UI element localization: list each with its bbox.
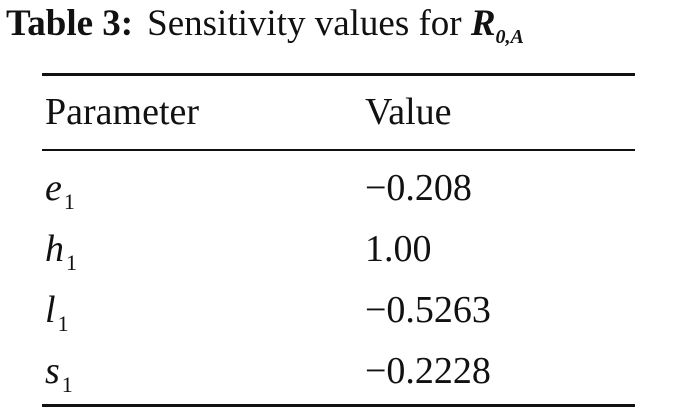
header-cell: Parameter <box>45 91 200 133</box>
parameter-cell: h1 <box>45 227 77 276</box>
parameter-cell: s1 <box>45 349 73 398</box>
parameter-symbol: s <box>45 350 60 392</box>
parameter-symbol: e <box>45 167 62 209</box>
parameter-cell: l1 <box>45 288 69 337</box>
header-cell: Value <box>365 91 452 133</box>
value-cell: 1.00 <box>365 228 432 270</box>
parameter-symbol: h <box>45 228 64 270</box>
parameter-sub: 1 <box>66 250 77 275</box>
value-cell: −0.208 <box>365 167 472 209</box>
parameter-cell: e1 <box>45 166 75 215</box>
table-caption: Table 3: Sensitivity values for R0,A <box>6 2 524 51</box>
mid-rule <box>42 149 635 151</box>
caption-text: Sensitivity values for <box>147 3 462 44</box>
parameter-symbol: l <box>45 289 56 331</box>
value-cell: −0.2228 <box>365 350 491 392</box>
top-rule <box>42 73 635 76</box>
value-cell: −0.5263 <box>365 289 491 331</box>
bottom-rule <box>42 404 635 407</box>
caption-symbol: R <box>470 3 496 44</box>
caption-symbol-sub: 0,A <box>495 26 524 48</box>
caption-label: Table 3: <box>6 3 134 44</box>
parameter-sub: 1 <box>63 189 75 214</box>
parameter-sub: 1 <box>57 311 69 336</box>
parameter-sub: 1 <box>61 372 73 397</box>
